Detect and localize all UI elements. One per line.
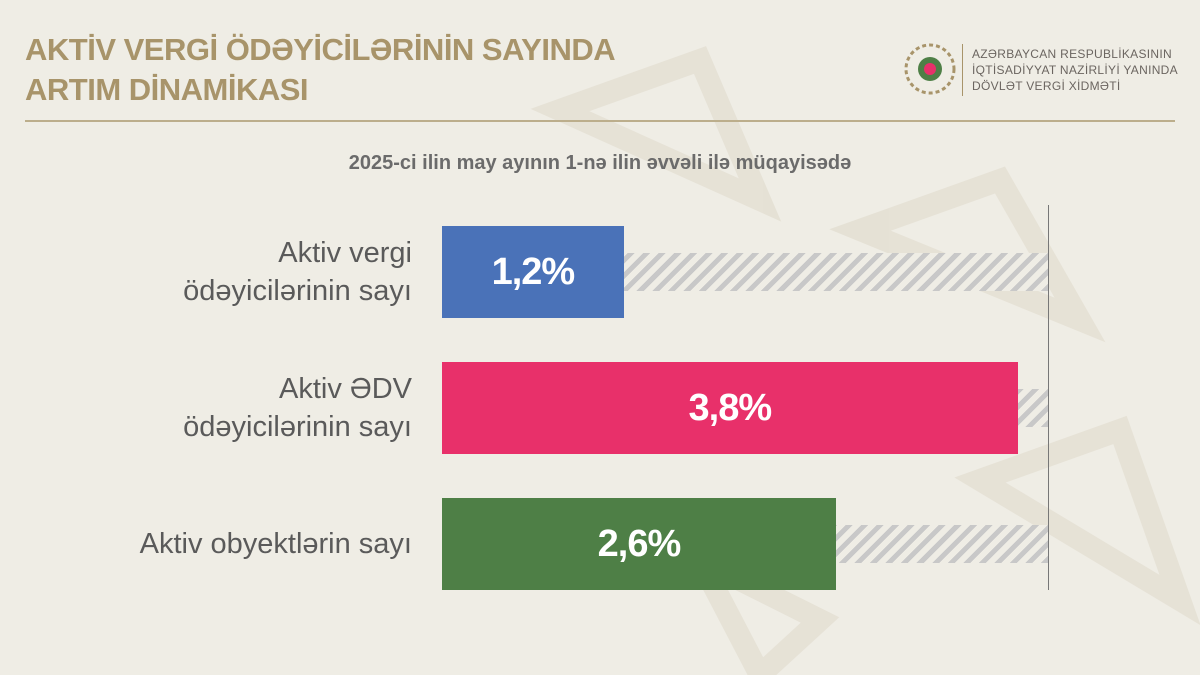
logo	[904, 43, 956, 95]
value-label: 1,2%	[491, 250, 576, 293]
organization: AZƏRBAYCAN RESPUBLİKASININ İQTİSADİYYAT N…	[972, 46, 1178, 94]
chart-title: AKTİV VERGİ ÖDƏYİCİLƏRİNİN SAYINDA ARTIM…	[25, 32, 614, 107]
chart-subtitle: 2025-ci ilin may ayının 1-nə ilin əvvəli…	[348, 152, 852, 174]
bar	[442, 362, 1018, 454]
category-label: Aktiv ƏDV ödəyicilərinin sayı	[183, 373, 412, 443]
organization-line: DÖVLƏT VERGİ XİDMƏTİ	[972, 79, 1121, 93]
organization-line: İQTİSADİYYAT NAZİRLİYİ YANINDA	[972, 63, 1178, 77]
axis-end-line	[1048, 205, 1049, 590]
bar	[442, 226, 624, 318]
category-label: Aktiv vergi ödəyicilərinin sayı	[183, 237, 412, 307]
organization-line: AZƏRBAYCAN RESPUBLİKASININ	[972, 47, 1172, 61]
category-label: Aktiv obyektlərin sayı	[139, 528, 412, 560]
bar	[442, 498, 836, 590]
header-rule	[25, 120, 1175, 122]
logo-separator	[962, 44, 963, 96]
value-label: 3,8%	[688, 386, 773, 429]
value-label: 2,6%	[597, 522, 682, 565]
